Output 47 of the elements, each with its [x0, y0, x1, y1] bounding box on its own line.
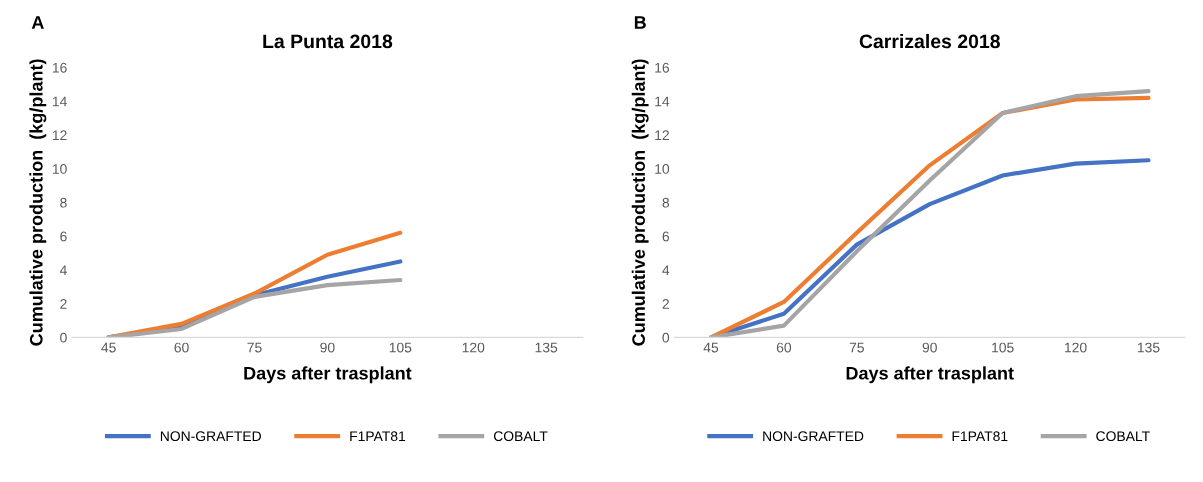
x-tick-label: 90: [320, 342, 335, 353]
x-tick-label: 105: [389, 342, 412, 353]
x-tick-label: 60: [174, 342, 189, 353]
y-tick-label: 10: [52, 164, 67, 174]
x-tick-label: 135: [535, 342, 558, 353]
y-axis-title: Cumulative production (kg/plant): [631, 59, 649, 346]
legend-label: COBALT: [493, 431, 548, 442]
y-tick-label: 14: [52, 96, 67, 107]
chart-title: La Punta 2018: [263, 34, 393, 49]
x-tick-label: 135: [1137, 342, 1160, 353]
y-tick-label: 12: [655, 130, 669, 140]
y-tick-label: 8: [60, 197, 67, 208]
line-series: [106, 277, 403, 338]
y-tick-label: 0: [60, 332, 67, 343]
legend-label: F1PAT81: [350, 431, 406, 442]
x-tick-label: 75: [247, 342, 262, 353]
legend-label: COBALT: [1096, 431, 1150, 442]
x-tick-label: 90: [922, 342, 937, 353]
y-tick-label: 8: [662, 197, 670, 208]
legend-label: NON-GRAFTED: [763, 431, 864, 442]
x-axis-title: Days after trasplant: [846, 366, 1014, 384]
y-axis-title: Cumulative production (kg/plant): [29, 59, 47, 346]
y-tick-label: 16: [52, 62, 67, 73]
y-tick-label: 6: [60, 231, 67, 242]
x-tick-label: 120: [1065, 342, 1087, 353]
y-tick-label: 4: [59, 265, 67, 275]
x-axis-title: Days after trasplant: [244, 366, 412, 384]
y-tick-label: 6: [662, 231, 670, 242]
y-tick-label: 16: [655, 62, 670, 73]
x-tick-label: 60: [776, 342, 792, 353]
y-tick-label: 0: [662, 332, 670, 343]
x-tick-label: 75: [849, 342, 864, 353]
text: B: [634, 16, 646, 29]
y-tick-label: 2: [60, 298, 67, 309]
y-tick-label: 2: [662, 298, 669, 309]
y-tick-label: 14: [655, 96, 670, 107]
text: A: [31, 16, 44, 29]
y-tick-label: 10: [655, 164, 670, 174]
x-tick-label: 45: [703, 342, 719, 353]
y-tick-label: 4: [662, 265, 670, 275]
chart-title: Carrizales 2018: [859, 33, 1000, 49]
legend-label: F1PAT81: [952, 431, 1008, 442]
x-tick-label: 105: [992, 342, 1014, 353]
y-tick-label: 12: [52, 130, 67, 140]
legend-label: NON-GRAFTED: [160, 431, 261, 442]
x-tick-label: 120: [462, 342, 485, 353]
x-tick-label: 45: [101, 342, 116, 353]
